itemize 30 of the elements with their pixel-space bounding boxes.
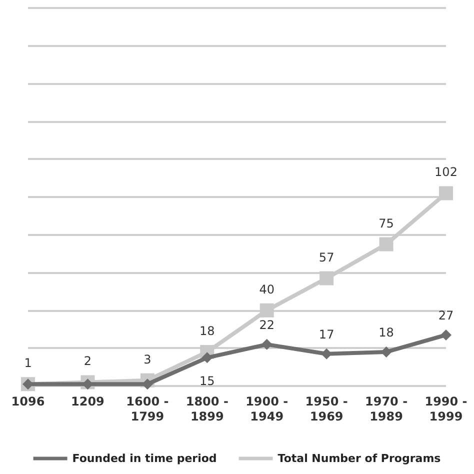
data-label: 102: [434, 165, 458, 180]
legend-label: Founded in time period: [72, 452, 217, 465]
data-label: 2: [84, 354, 92, 368]
x-tick-label: 1950 - 1969: [305, 394, 348, 424]
data-label: 27: [438, 308, 454, 322]
data-label: 40: [259, 282, 274, 296]
point: [202, 352, 213, 364]
data-label: 18: [378, 325, 394, 340]
x-tick-label: 1600 - 1799: [126, 394, 169, 424]
x-tick-label: 1096: [11, 394, 45, 408]
data-label: 3: [144, 352, 152, 366]
point: [260, 303, 274, 318]
point: [320, 271, 334, 286]
data-label: 17: [318, 327, 334, 342]
x-tick-label: 1209: [71, 394, 104, 408]
data-label: 57: [318, 250, 334, 264]
x-tick-label: 1900 - 1949: [246, 394, 288, 424]
point: [439, 186, 453, 200]
data-label: 15: [200, 374, 215, 388]
legend-label: Total Number of Programs: [278, 452, 442, 465]
data-label: 1: [24, 356, 32, 370]
x-tick-label: 1990 - 1999: [424, 394, 468, 424]
data-label: 22: [259, 318, 274, 332]
point: [440, 329, 452, 340]
point: [379, 237, 394, 252]
x-tick-label: 1970 - 1989: [365, 394, 408, 424]
data-label: 18: [200, 324, 215, 338]
data-label: 75: [378, 216, 394, 230]
x-tick-label: 1800 - 1899: [186, 394, 228, 424]
point: [261, 338, 272, 350]
